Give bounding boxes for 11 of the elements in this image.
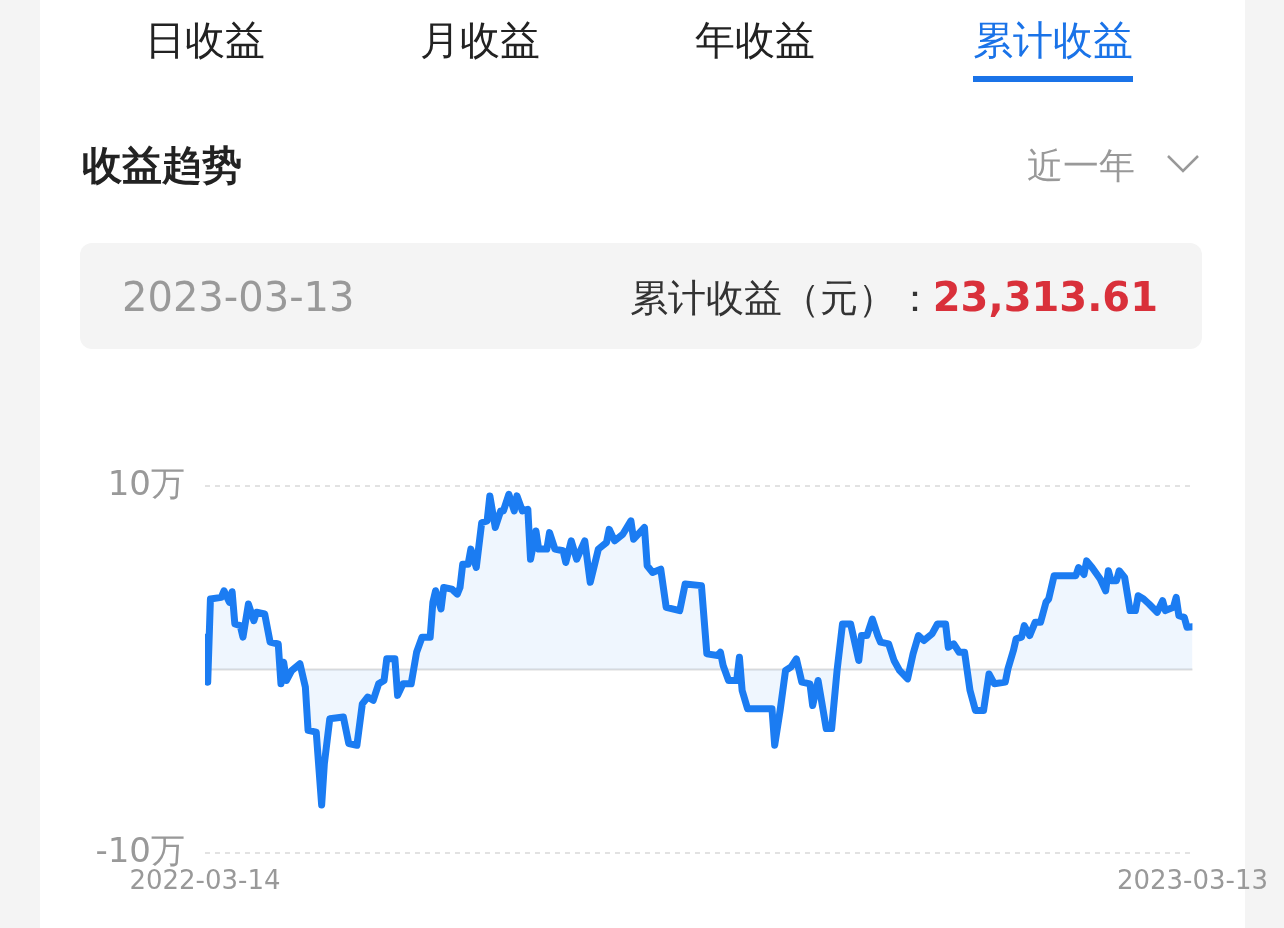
text: 2023-03-13 [122,274,355,320]
text: 年收益 [695,17,815,63]
text: 23,313.61 [932,274,1158,320]
chart-title: 收益趋势 [82,142,242,188]
text: 日收益 [145,17,265,63]
text: 累计收益 [973,17,1133,82]
y-tick-label: -10万 [95,829,185,870]
text: 累计收益（元）： [630,276,934,320]
text: 月收益 [420,17,540,63]
y-tick-label: 10万 [107,462,185,503]
text: 近一年 [1027,145,1135,186]
